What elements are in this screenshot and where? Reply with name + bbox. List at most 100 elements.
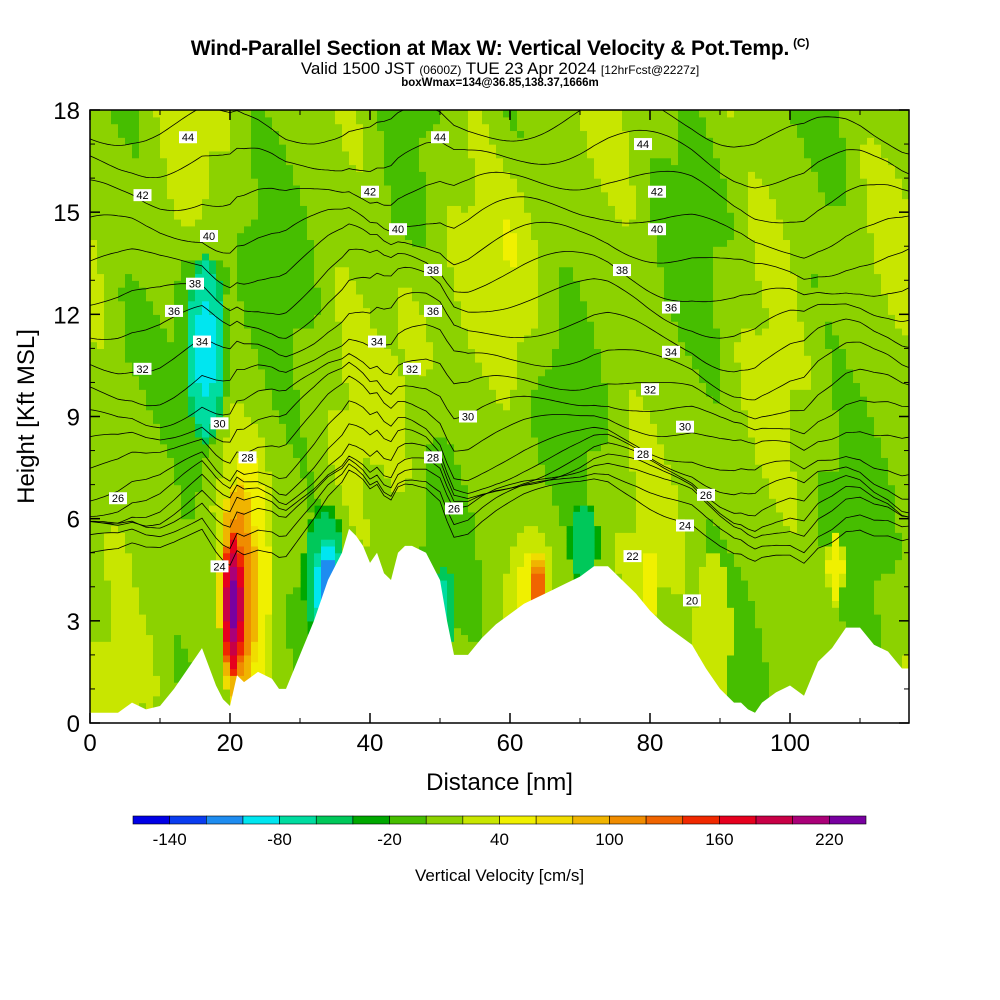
w-cell: [265, 477, 273, 486]
w-cell: [244, 382, 252, 390]
w-cell: [307, 232, 315, 241]
w-cell: [307, 287, 315, 295]
w-cell: [209, 552, 217, 561]
w-cell: [475, 634, 483, 642]
w-cell: [153, 641, 161, 649]
w-cell: [181, 327, 189, 336]
w-cell: [125, 436, 133, 445]
w-cell: [300, 239, 308, 247]
w-cell: [118, 648, 126, 656]
w-cell: [97, 402, 105, 411]
w-cell: [391, 137, 399, 145]
w-cell: [433, 321, 441, 329]
w-cell: [230, 150, 238, 159]
w-cell: [377, 423, 385, 431]
w-cell: [237, 607, 245, 615]
w-cell: [412, 239, 420, 247]
w-cell: [90, 198, 98, 206]
w-cell: [153, 327, 161, 336]
w-cell: [405, 450, 413, 458]
w-cell: [174, 266, 182, 275]
w-cell: [300, 307, 308, 315]
w-cell: [391, 144, 399, 152]
w-cell: [293, 150, 301, 159]
w-cell: [223, 341, 231, 349]
w-cell: [174, 314, 182, 322]
w-cell: [132, 246, 140, 254]
w-cell: [97, 218, 105, 227]
w-cell: [433, 368, 441, 377]
w-cell: [153, 566, 161, 574]
w-cell: [181, 579, 189, 588]
w-cell: [363, 334, 371, 343]
w-cell: [447, 545, 455, 554]
w-cell: [419, 205, 427, 213]
w-cell: [237, 307, 245, 315]
w-cell: [440, 409, 448, 418]
w-cell: [97, 593, 105, 601]
w-cell: [125, 641, 133, 649]
w-cell: [370, 362, 378, 370]
w-cell: [307, 464, 315, 472]
w-cell: [188, 586, 196, 595]
w-cell: [398, 218, 406, 227]
w-cell: [244, 287, 252, 295]
w-cell: [412, 253, 420, 261]
w-cell: [342, 273, 350, 281]
w-cell: [125, 579, 133, 588]
w-cell: [118, 477, 126, 486]
w-cell: [321, 525, 329, 533]
w-cell: [314, 225, 322, 234]
w-cell: [125, 232, 133, 241]
w-cell: [279, 341, 287, 349]
w-cell: [293, 171, 301, 179]
w-cell: [195, 450, 203, 458]
w-cell: [447, 314, 455, 322]
w-cell: [125, 505, 133, 513]
w-cell: [209, 293, 217, 302]
w-cell: [251, 150, 259, 159]
w-cell: [433, 402, 441, 411]
w-cell: [265, 178, 273, 186]
w-cell: [377, 559, 385, 567]
w-cell: [223, 675, 231, 683]
w-cell: [398, 314, 406, 322]
w-cell: [335, 545, 343, 554]
w-cell: [223, 232, 231, 241]
w-cell: [405, 239, 413, 247]
w-cell: [419, 382, 427, 390]
w-cell: [251, 116, 259, 125]
w-cell: [202, 293, 210, 302]
w-cell: [391, 327, 399, 336]
w-cell: [258, 593, 266, 601]
w-cell: [160, 511, 168, 520]
w-cell: [426, 355, 434, 363]
w-cell: [440, 144, 448, 152]
w-cell: [384, 362, 392, 370]
w-cell: [223, 191, 231, 200]
w-cell: [300, 246, 308, 254]
w-cell: [125, 280, 133, 288]
w-cell: [111, 287, 119, 295]
w-cell: [118, 287, 126, 295]
w-cell: [174, 273, 182, 281]
w-cell: [97, 321, 105, 329]
w-cell: [258, 164, 266, 172]
w-cell: [475, 539, 483, 547]
w-cell: [146, 539, 154, 547]
w-cell: [174, 225, 182, 234]
w-cell: [468, 579, 476, 588]
w-cell: [216, 348, 224, 356]
w-cell: [125, 314, 133, 322]
w-cell: [118, 675, 126, 683]
w-cell: [146, 110, 154, 118]
w-cell: [174, 293, 182, 302]
w-cell: [279, 552, 287, 561]
w-cell: [440, 110, 448, 118]
w-cell: [440, 423, 448, 431]
w-cell: [384, 450, 392, 458]
w-cell: [153, 688, 161, 697]
w-cell: [258, 389, 266, 397]
w-cell: [216, 648, 224, 656]
w-cell: [314, 355, 322, 363]
